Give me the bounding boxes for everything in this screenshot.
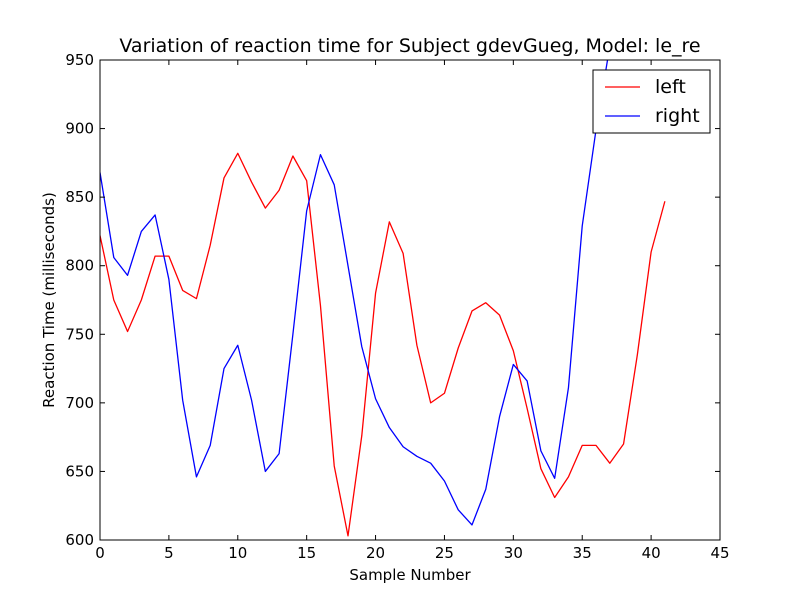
axis-layer: 0 5 10 15 20 25 30 35 40 45 600 650 700 750 800 850 900 9… [65,51,729,562]
y-tick-label: 750 [65,325,94,343]
x-axis-label: Sample Number [349,566,471,584]
y-axis-label: Reaction Time (milliseconds) [40,192,58,408]
x-tick-label: 35 [573,544,592,562]
x-tick-label: 0 [95,544,105,562]
x-tick-label: 20 [366,544,385,562]
legend-box [592,69,711,134]
y-tick-label: 850 [65,188,94,206]
legend: left right [592,69,711,134]
chart-title: Variation of reaction time for Subject g… [119,35,700,57]
x-tick-label: 10 [228,544,247,562]
x-tick-label: 45 [710,544,729,562]
y-tick-label: 800 [65,257,94,275]
legend-label-right: right [655,105,700,127]
series-line-right [100,60,609,526]
legend-label-left: left [655,76,686,98]
y-tick-label: 950 [65,51,94,69]
series-line-left [100,152,666,537]
y-tick-label: 650 [65,462,94,480]
x-tick-label: 30 [504,544,523,562]
y-tick-label: 700 [65,394,94,412]
y-tick-label: 600 [65,531,94,549]
x-tick-label: 40 [642,544,661,562]
x-tick-label: 15 [297,544,316,562]
series-layer [100,60,666,537]
y-tick-label: 900 [65,120,94,138]
plot-frame [99,59,721,541]
x-tick-label: 25 [435,544,454,562]
x-tick-label: 5 [164,544,174,562]
